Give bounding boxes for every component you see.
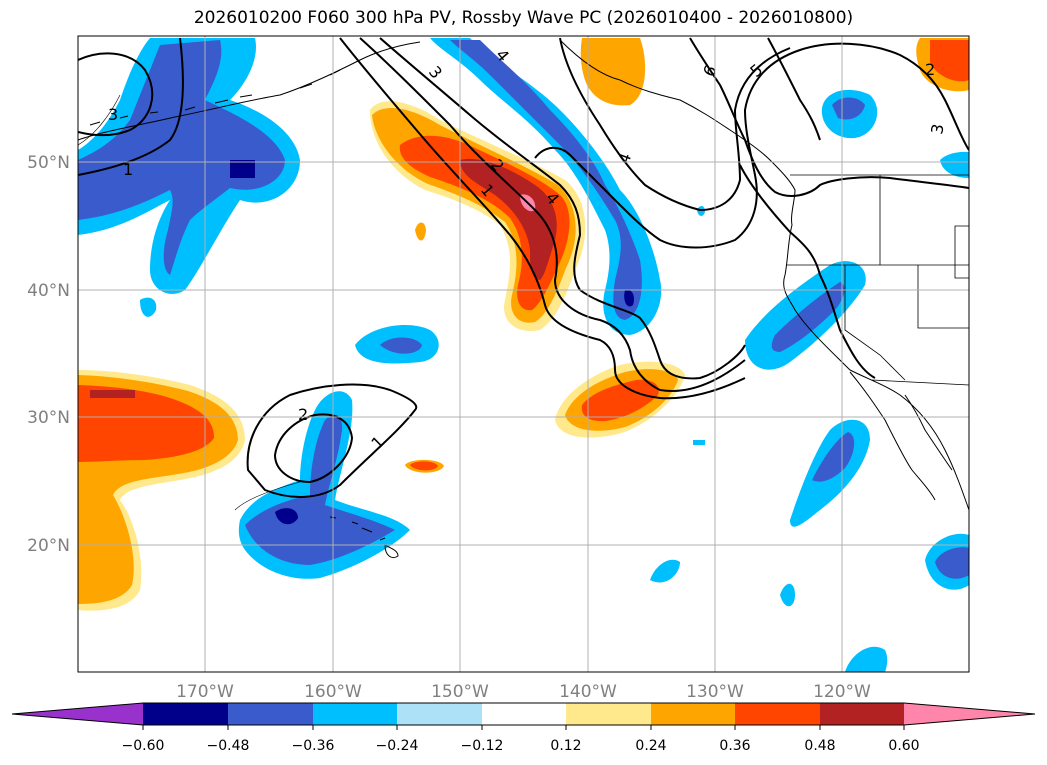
colorbar-extend-left [12,703,143,725]
contour-label: 3 [108,105,118,124]
colorbar-extend-right [904,703,1035,725]
lat-tick-label: 20°N [27,536,70,556]
map-frame [77,35,970,673]
longitude-labels: 170°W 160°W 150°W 140°W 130°W 120°W [176,682,871,702]
colorbar-segment [735,703,820,725]
contour-label: 2 [298,405,308,424]
lon-tick-label: 160°W [304,682,362,702]
map-title: 2026010200 F060 300 hPa PV, Rossby Wave … [193,8,854,28]
lon-tick-label: 140°W [559,682,617,702]
fill-outlines [78,94,301,511]
colorbar-tick-label: −0.36 [292,738,335,754]
colorbar-tick-label: 0.48 [804,738,835,754]
lon-tick-label: 120°W [813,682,871,702]
colorbar-segment [482,703,566,725]
colorbar-segment [228,703,313,725]
colorbar-tick-label: −0.24 [376,738,419,754]
coastlines [78,39,969,559]
colorbar-tick-label: 0.12 [550,738,581,754]
lat-tick-label: 50°N [27,153,70,173]
lon-tick-label: 170°W [176,682,234,702]
latitude-labels: 50°N 40°N 30°N 20°N [27,153,70,556]
colorbar-segment [397,703,482,725]
colorbar-tick-label: −0.48 [207,738,250,754]
contour-label: 3 [927,122,947,135]
colorbar: −0.60 −0.48 −0.36 −0.24 −0.12 0.12 0.24 … [11,702,1036,754]
contour-label: 1 [123,160,133,179]
lon-tick-label: 150°W [431,682,489,702]
colorbar-tick-label: 0.60 [888,738,919,754]
pc-contours [78,37,969,498]
lon-tick-label: 130°W [686,682,744,702]
colorbar-segment [651,703,735,725]
lat-tick-label: 40°N [27,281,70,301]
map-plot-area: 3 1 4 2 1 4 6 5 4 3 2 1 2 3 [78,36,969,672]
colorbar-tick-label: 0.24 [635,738,666,754]
colorbar-tick-label: −0.60 [122,738,165,754]
colorbar-segment [313,703,397,725]
colorbar-segment [143,703,228,725]
gridlines [78,36,969,672]
colorbar-tick-label: 0.36 [719,738,750,754]
colorbar-segment [566,703,651,725]
lat-tick-label: 30°N [27,408,70,428]
negative-pv-shading [78,38,969,672]
colorbar-segment [820,703,904,725]
contour-label: 2 [925,60,935,79]
colorbar-tick-label: −0.12 [461,738,504,754]
